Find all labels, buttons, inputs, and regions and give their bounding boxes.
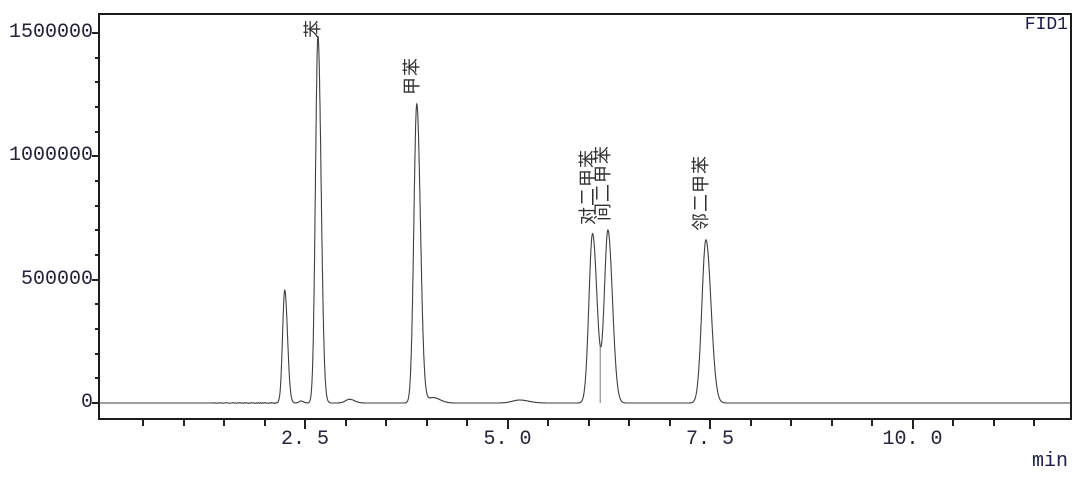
y-tick-minor [95,130,100,133]
detector-label: FID1 [1024,15,1068,35]
y-tick-major [92,155,100,158]
x-tick-minor [466,419,468,426]
x-tick-minor [587,419,590,426]
peak-label: 间二甲苯 [592,145,614,222]
x-tick-minor [547,419,549,426]
y-tick-minor [95,56,100,59]
x-tick-minor [668,419,671,426]
x-tick-label: 2. 5 [280,428,330,451]
signal-path [100,35,1070,405]
y-tick-minor [95,328,100,330]
y-tick-minor [95,204,100,207]
x-tick-minor [790,419,792,426]
x-tick-label: 5. 0 [483,428,532,451]
x-tick-major [911,419,914,429]
y-tick-label: 500000 [20,267,93,291]
x-tick-minor [1033,419,1035,426]
peak-label: 邻二甲苯 [691,154,712,231]
x-tick-minor [628,419,630,426]
y-tick-minor [95,303,100,306]
y-tick-major [92,402,100,404]
x-tick-major [304,419,306,429]
y-tick-minor [95,352,100,355]
x-tick-minor [749,419,752,426]
y-tick-major [92,32,100,35]
y-tick-minor [95,254,100,256]
x-tick-minor [992,419,995,426]
chromatogram-trace [100,35,1070,405]
peak-label: 苯 [303,19,324,38]
y-tick-label: 1000000 [8,144,93,168]
y-tick-minor [95,377,100,380]
x-tick-minor [344,419,347,426]
plot-area-border [98,13,1072,420]
x-tick-minor [142,419,144,426]
x-tick-minor [425,419,428,426]
y-tick-label: 0 [80,391,93,414]
peak-label: 甲苯 [401,57,423,96]
x-tick-minor [385,419,387,426]
x-tick-major [709,419,711,429]
y-tick-label: 1500000 [8,21,93,45]
x-tick-minor [871,419,873,426]
y-tick-minor [95,106,100,109]
x-tick-minor [952,419,954,426]
y-tick-minor [95,180,100,183]
x-axis-unit-label: min [1031,450,1068,473]
y-tick-major [92,278,100,281]
y-tick-minor [95,81,100,84]
x-tick-label: 7. 5 [685,428,735,451]
x-tick-minor [263,419,266,426]
y-tick-minor [95,229,100,232]
x-tick-major [506,419,509,429]
x-tick-minor [830,419,833,426]
x-tick-minor [182,419,185,426]
x-tick-minor [223,419,225,426]
x-tick-label: 10. 0 [882,428,943,451]
